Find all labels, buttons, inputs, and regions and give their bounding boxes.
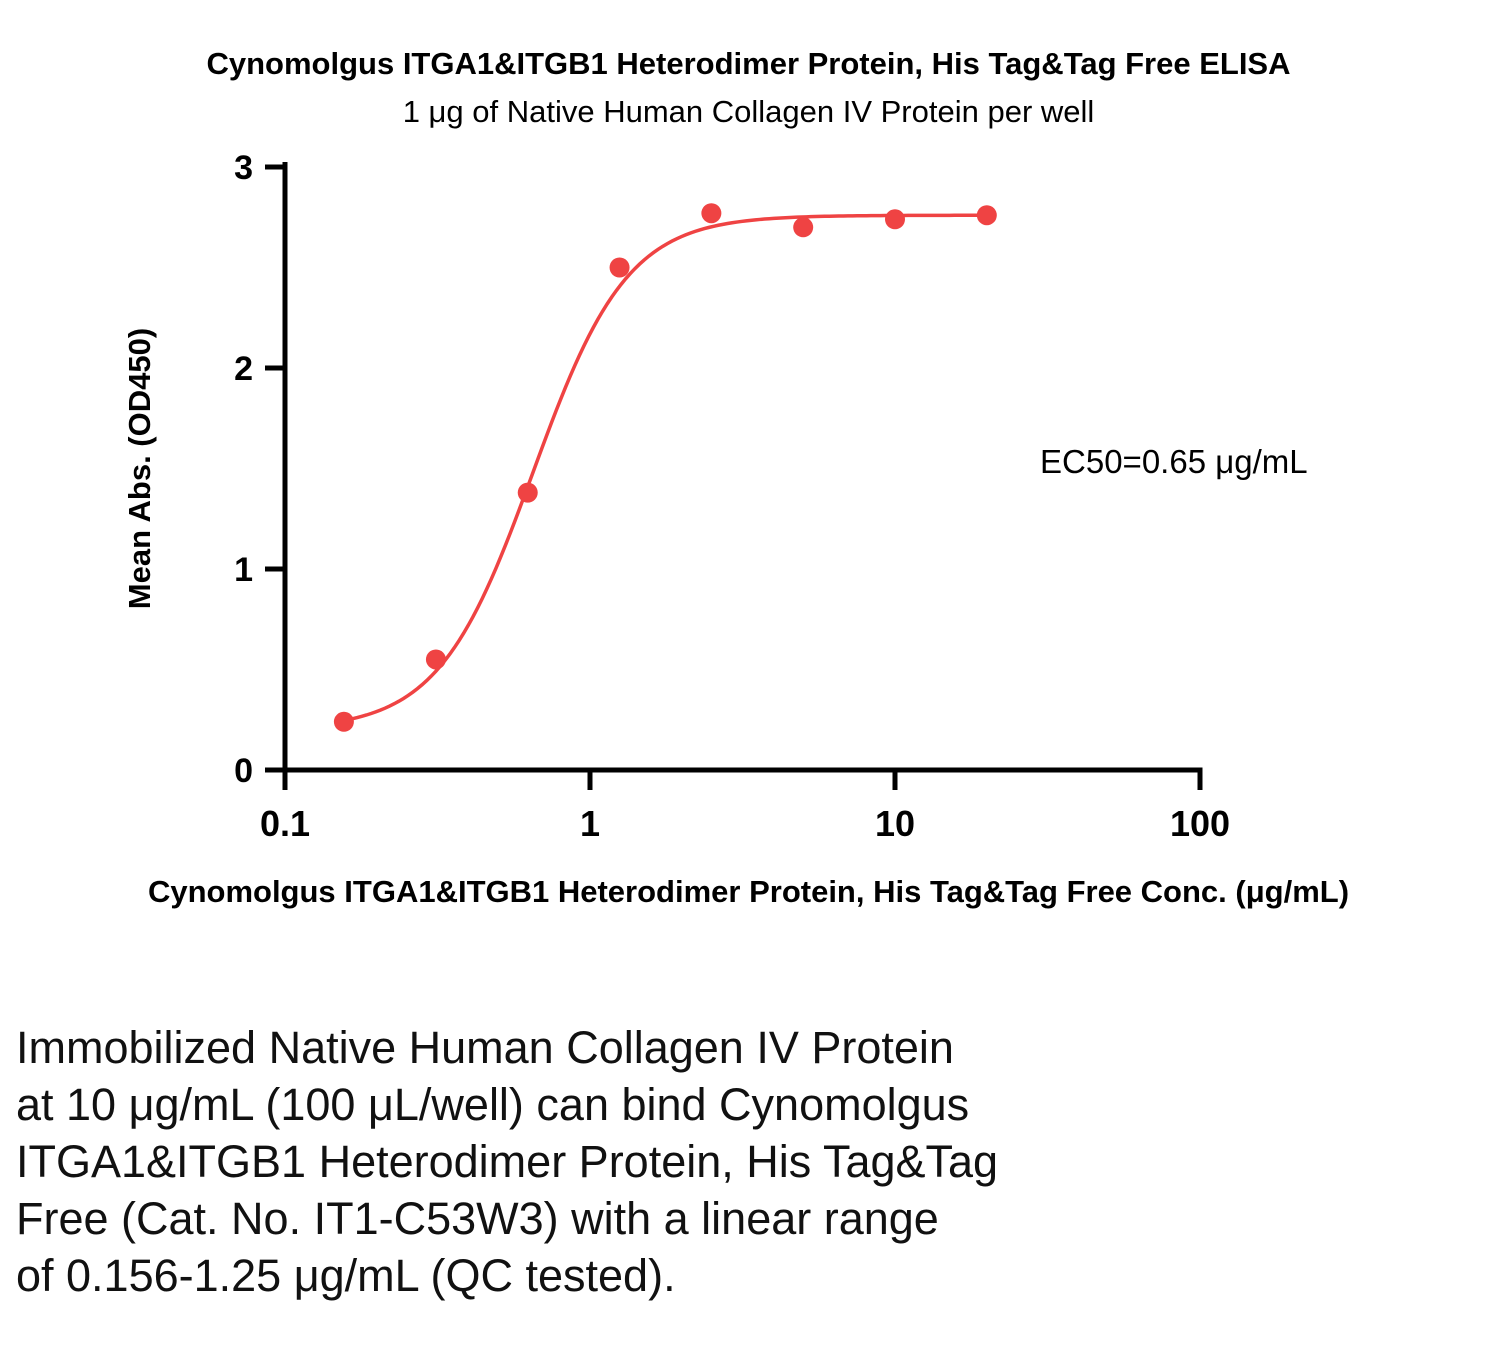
- description-line: of 0.156-1.25 μg/mL (QC tested).: [16, 1250, 676, 1301]
- description-line: Immobilized Native Human Collagen IV Pro…: [16, 1022, 954, 1073]
- x-tick-label: 10: [875, 803, 915, 844]
- elisa-chart: 0 1 2 3 0.1 1 10 100 Mean Abs. (OD450) EC50=0.65 …: [122, 149, 1308, 844]
- y-tick-label: 0: [234, 752, 253, 790]
- fit-curve: [338, 213, 987, 724]
- data-point: [609, 257, 630, 278]
- y-tick-label: 1: [234, 551, 253, 589]
- data-point: [425, 649, 446, 670]
- x-axis-caption: Cynomolgus ITGA1&ITGB1 Heterodimer Prote…: [147, 874, 1350, 909]
- x-tick-label: 0.1: [260, 803, 310, 844]
- ec50-annotation: EC50=0.65 μg/mL: [1040, 443, 1308, 480]
- data-point: [333, 711, 354, 732]
- data-point: [793, 217, 814, 238]
- description-line: at 10 μg/mL (100 μL/well) can bind Cynom…: [16, 1079, 970, 1130]
- x-tick-label: 1: [580, 803, 600, 844]
- description-text: Immobilized Native Human Collagen IV Pro…: [0, 1019, 1497, 1304]
- y-axis-label: Mean Abs. (OD450): [122, 328, 157, 609]
- data-point: [701, 203, 722, 224]
- y-tick-label: 2: [234, 350, 253, 388]
- description-line: ITGA1&ITGB1 Heterodimer Protein, His Tag…: [16, 1136, 999, 1187]
- x-tick-label: 100: [1170, 803, 1230, 844]
- data-point: [976, 205, 997, 226]
- description-line: Free (Cat. No. IT1-C53W3) with a linear …: [16, 1193, 939, 1244]
- data-point: [517, 482, 538, 503]
- chart-subtitle: 1 μg of Native Human Collagen IV Protein…: [402, 94, 1095, 129]
- y-tick-label: 3: [234, 149, 253, 187]
- chart-title: Cynomolgus ITGA1&ITGB1 Heterodimer Prote…: [206, 46, 1291, 81]
- data-point: [885, 209, 905, 230]
